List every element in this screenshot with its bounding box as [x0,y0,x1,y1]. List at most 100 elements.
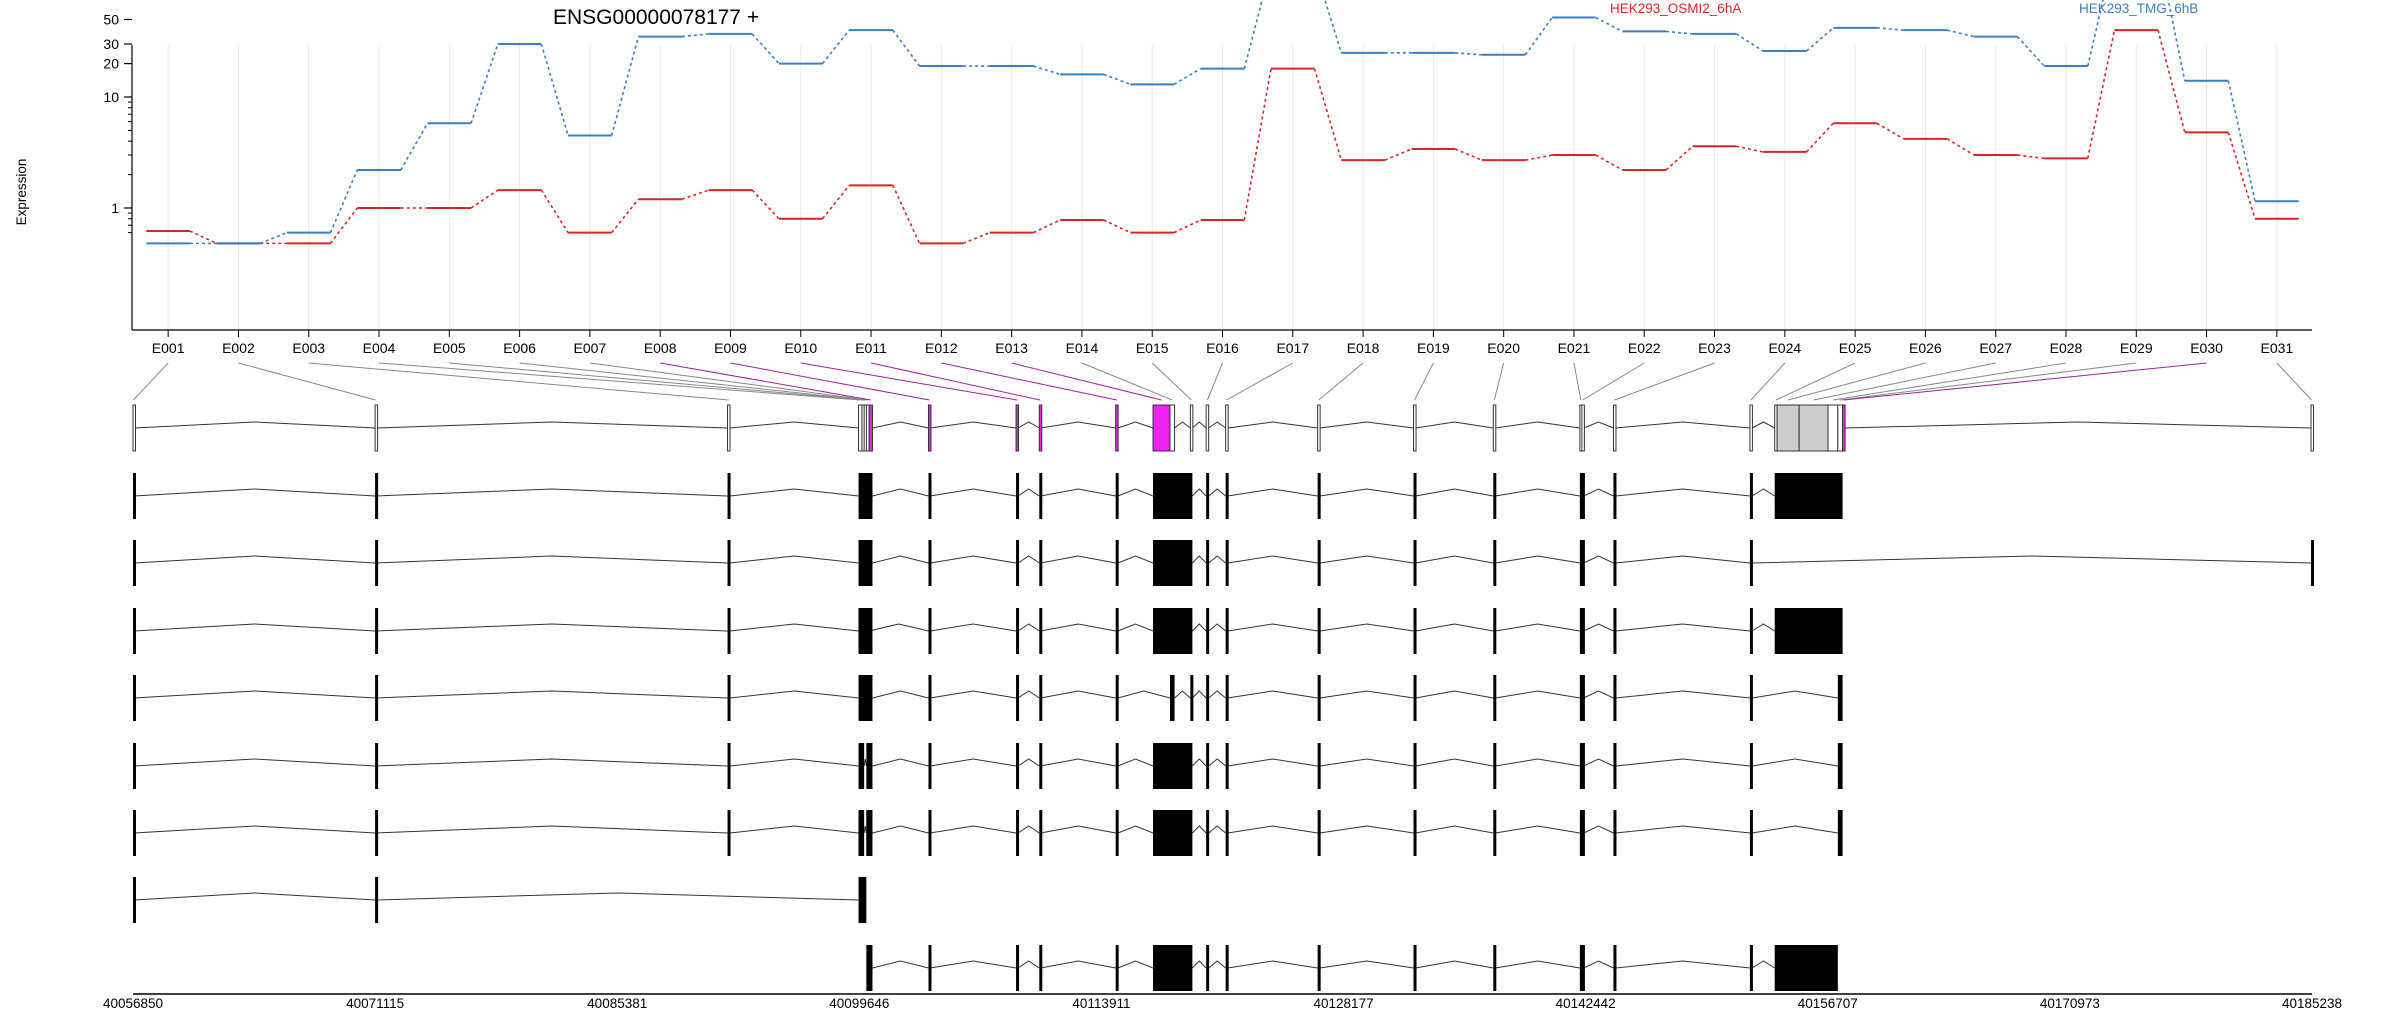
series-2-link [1324,0,1343,54]
transcript-exon [1225,810,1229,856]
gene-model-exon [1205,404,1210,452]
transcript-intron [375,892,859,901]
x-tick-label: E022 [1628,340,1661,356]
transcript-intron [1174,690,1191,699]
series-1-link [611,198,640,234]
transcript-exon [1749,743,1753,789]
series-2-link [329,169,358,233]
gene-model-exon [132,404,136,452]
series-1-link [1173,219,1202,234]
transcript-intron [1615,623,1750,632]
transcript-exon [1153,810,1193,856]
transcript-intron [930,690,1017,699]
transcript-intron [1227,488,1318,497]
transcript-exon [1115,810,1119,856]
transcript-exon [1774,473,1843,519]
x-tick-label: E025 [1839,340,1872,356]
x-tick-label: E012 [925,340,958,356]
transcript-exon [1749,945,1753,991]
exon-connector [1081,362,1173,401]
x-tick-label: E009 [714,340,747,356]
transcript-exon [1581,473,1585,519]
exon-connector [378,362,861,401]
transcript-intron [1495,960,1580,969]
transcript-intron [872,960,929,969]
gene-model-exon [2310,404,2315,452]
transcript-intron [930,555,1017,564]
transcript-intron [1495,623,1580,632]
exon-connector [870,362,1041,401]
transcript-intron [729,690,859,699]
x-tick-label: E031 [2261,340,2294,356]
transcript-exon [1413,743,1417,789]
transcript-exon [727,675,731,721]
gene-model-intron [1192,421,1207,429]
transcript-exon [1613,608,1617,654]
series-2-link [1806,27,1834,52]
transcript-exon [1016,743,1020,789]
x-tick-label: E016 [1206,340,1239,356]
transcript-exon [1039,540,1043,586]
x-tick-label: E015 [1136,340,1169,356]
transcript-intron [1040,555,1116,564]
transcript-exon [1016,473,1020,519]
y-tick-label: 1 [111,200,119,216]
gene-model-intron [375,421,728,429]
transcript-exon [1317,810,1321,856]
transcript-intron [1117,623,1154,632]
genomic-axis-label: 40113911 [1072,996,1130,1010]
transcript-exon [928,945,932,991]
series-2-link [1735,33,1764,52]
transcript-exon [1153,945,1193,991]
transcript-intron [375,623,728,632]
transcript-intron [133,555,376,564]
genomic-axis-label: 40170973 [2040,996,2100,1010]
exon-connector [1493,362,1505,401]
transcript-intron [1583,758,1614,767]
transcript-intron [930,623,1017,632]
transcript-intron [1017,960,1040,969]
exon-connector [1011,362,1162,401]
transcript-intron [1227,555,1318,564]
transcript-exon [375,743,379,789]
x-tick-label: E006 [503,340,536,356]
transcript-intron [930,960,1017,969]
transcript-intron [1040,825,1116,834]
transcript-exon [1039,675,1043,721]
series-1-link [1946,138,1975,156]
x-tick-label: E020 [1487,340,1520,356]
exon-connector [1206,362,1223,401]
transcript-exon [1317,743,1321,789]
transcript-intron [1192,488,1207,497]
transcript-intron [1615,960,1750,969]
transcript-exon [1039,473,1043,519]
gene-model-exon [1038,404,1043,452]
series-2-link [2227,80,2256,202]
transcript-intron [1192,960,1207,969]
transcript-exon [1493,810,1497,856]
x-tick-label: E013 [995,340,1028,356]
exon-connector [308,362,729,401]
transcript-exon [133,540,136,586]
transcript-intron [1117,690,1171,699]
gene-model-exon [927,404,932,452]
gene-model-exon [1189,404,1194,452]
transcript-exon [1613,945,1617,991]
series-2-link [1243,0,1264,69]
series-2-link [610,36,640,136]
y-axis-label: Expression [14,159,29,226]
gene-model-intron [1583,421,1614,429]
transcript-exon [1581,810,1585,856]
transcript-exon [1016,540,1020,586]
series-1-link [2227,132,2256,219]
series-1-link [470,189,499,209]
transcript-exon [858,877,867,923]
transcript-exon [858,540,873,586]
x-tick-label: E005 [433,340,466,356]
transcript-intron [1319,960,1414,969]
transcript-intron [1415,825,1494,834]
transcript-intron [1208,690,1226,699]
transcript-intron [1583,623,1614,632]
transcripts [133,473,2315,991]
gene-model-exon [1581,404,1585,452]
